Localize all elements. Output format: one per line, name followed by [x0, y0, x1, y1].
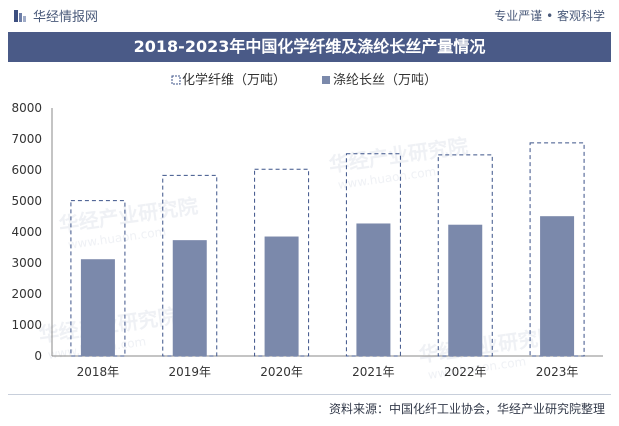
footer-divider	[8, 394, 611, 395]
chart-plot: 华经产业研究院www.huaon.com华经产业研究院www.huaon.com…	[11, 72, 603, 382]
y-tick-label: 5000	[11, 194, 42, 208]
brand: 华经情报网	[13, 6, 98, 25]
bar-polyester-filament	[264, 236, 299, 356]
y-tick-label: 7000	[11, 132, 42, 146]
brand-logo-icon	[14, 9, 26, 22]
x-tick-label: 2023年	[536, 365, 579, 379]
bar-polyester-filament	[540, 216, 575, 356]
bar-polyester-filament	[448, 224, 483, 356]
x-tick-label: 2018年	[77, 365, 120, 379]
x-tick-label: 2020年	[260, 365, 303, 379]
slogan: 专业严谨 • 客观科学	[494, 9, 605, 23]
x-tick-label: 2019年	[168, 365, 211, 379]
y-tick-label: 2000	[11, 287, 42, 301]
y-tick-label: 4000	[11, 225, 42, 239]
source-note: 资料来源：中国化纤工业协会，华经产业研究院整理	[328, 402, 605, 416]
bar-polyester-filament	[172, 240, 207, 356]
y-tick-label: 6000	[11, 163, 42, 177]
chart-title: 2018-2023年中国化学纤维及涤纶长丝产量情况	[8, 32, 611, 62]
bar-polyester-filament	[80, 259, 115, 356]
y-tick-label: 1000	[11, 318, 42, 332]
bar-polyester-filament	[356, 223, 391, 356]
y-tick-label: 8000	[11, 101, 42, 115]
legend-swatch-polyester-filament	[322, 76, 330, 84]
x-tick-label: 2021年	[352, 365, 395, 379]
brand-name: 华经情报网	[33, 10, 99, 25]
legend-label-chemical-fiber: 化学纤维（万吨）	[182, 72, 286, 88]
x-tick-label: 2022年	[444, 365, 487, 379]
legend-label-polyester-filament: 涤纶长丝（万吨）	[333, 73, 437, 88]
y-tick-label: 3000	[11, 256, 42, 270]
y-tick-label: 0	[34, 349, 42, 363]
top-bar: 华经情报网 专业严谨 • 客观科学	[0, 0, 619, 28]
legend-swatch-chemical-fiber	[171, 75, 181, 85]
